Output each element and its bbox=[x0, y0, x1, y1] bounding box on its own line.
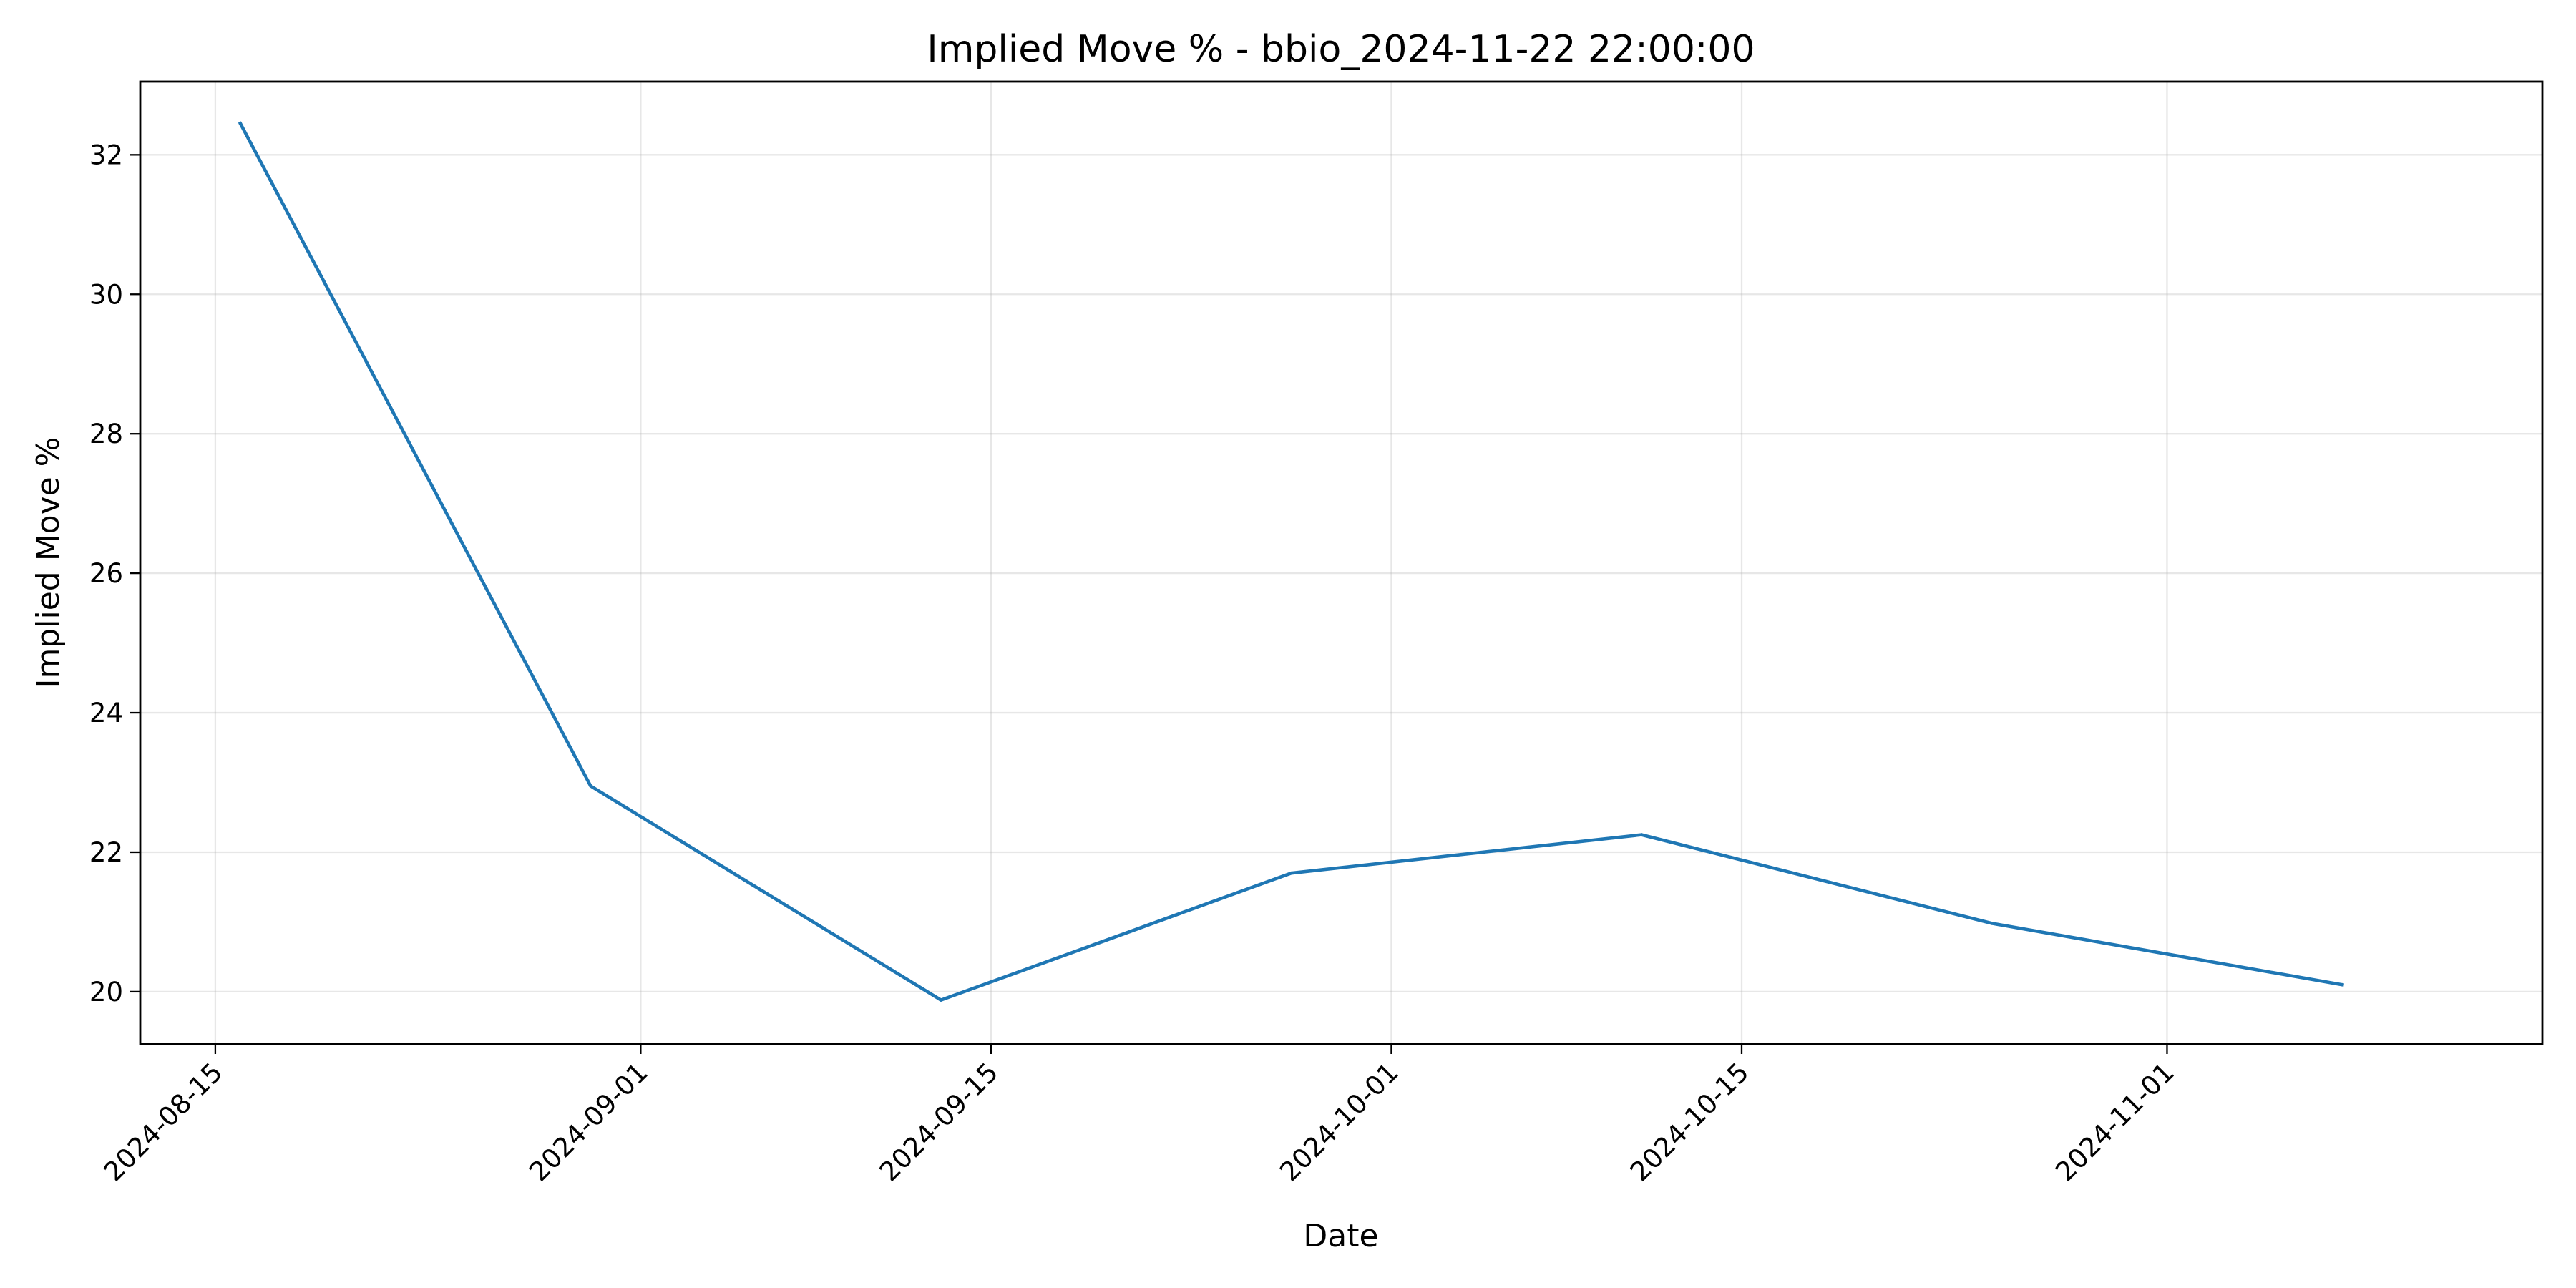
y-tick-label: 24 bbox=[89, 698, 123, 728]
x-axis-label: Date bbox=[1303, 1218, 1378, 1254]
plot-area-frame bbox=[139, 80, 2544, 1045]
data-point bbox=[589, 784, 592, 788]
x-tick-label: 2024-08-15 bbox=[98, 1057, 228, 1187]
data-point bbox=[2340, 982, 2344, 987]
y-tick-label: 32 bbox=[89, 140, 123, 170]
x-tick-label: 2024-10-15 bbox=[1624, 1057, 1755, 1187]
grid bbox=[140, 82, 2542, 1044]
y-tick-label: 30 bbox=[89, 279, 123, 310]
data-point bbox=[939, 998, 943, 1002]
data-point bbox=[238, 122, 243, 125]
data-point bbox=[1289, 871, 1293, 875]
data-point bbox=[1639, 833, 1644, 836]
chart-title: Implied Move % - bbio_2024-11-22 22:00:0… bbox=[927, 28, 1755, 71]
x-tick-label: 2024-09-01 bbox=[523, 1057, 653, 1187]
y-tick-label: 28 bbox=[89, 419, 123, 449]
y-axis-ticks: 20 22 24 26 28 30 32 bbox=[89, 140, 140, 1008]
x-axis-ticks: 2024-08-15 2024-09-01 2024-09-15 2024-10-01… bbox=[98, 1044, 2180, 1187]
y-axis-label: Implied Move % bbox=[30, 437, 67, 688]
x-tick-label: 2024-10-01 bbox=[1274, 1057, 1404, 1187]
x-tick-label: 2024-09-15 bbox=[874, 1057, 1004, 1187]
data-point bbox=[1990, 922, 1994, 925]
x-tick-label: 2024-11-01 bbox=[2049, 1057, 2180, 1187]
y-tick-label: 22 bbox=[89, 837, 123, 868]
series-layer bbox=[238, 121, 2344, 1002]
y-tick-label: 26 bbox=[89, 558, 123, 589]
y-tick-label: 20 bbox=[89, 977, 123, 1008]
series-line bbox=[238, 121, 2344, 1002]
